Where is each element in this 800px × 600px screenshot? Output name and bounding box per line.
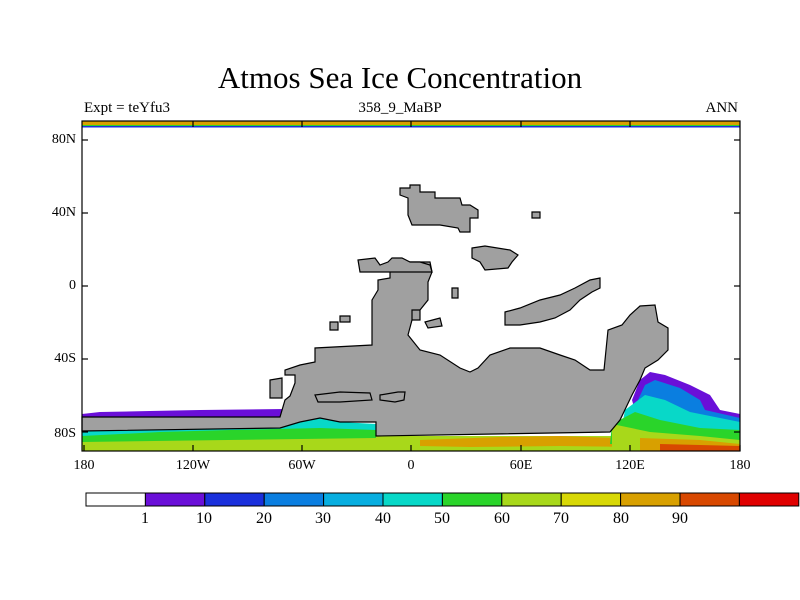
islet xyxy=(531,211,541,219)
islet xyxy=(424,317,443,329)
lon-tick-label: 120W xyxy=(175,458,211,473)
colorbar-swatch xyxy=(144,492,206,507)
colorbar-label: 70 xyxy=(553,510,569,527)
lon-tick-label: 60E xyxy=(509,458,533,473)
colorbar-swatch xyxy=(441,492,503,507)
colorbar-label: 90 xyxy=(672,510,688,527)
colorbar-swatch xyxy=(501,492,562,507)
lat-tick-label: 40N xyxy=(51,205,76,220)
colorbar-swatch xyxy=(323,492,384,507)
ice-zone-red-east xyxy=(660,444,740,451)
colorbar-label: 80 xyxy=(613,510,629,527)
period-label: 358_9_MaBP xyxy=(358,100,442,116)
colorbar-swatch xyxy=(620,492,681,507)
colorbar-label: 40 xyxy=(375,510,391,527)
island xyxy=(379,391,406,403)
colorbar xyxy=(85,492,800,507)
southern-continent xyxy=(81,261,669,437)
islet xyxy=(339,315,351,323)
eastern-strip xyxy=(471,245,519,271)
ice-zone-orange xyxy=(420,436,640,447)
lon-tick-label: 120E xyxy=(615,458,645,473)
colorbar-label: 20 xyxy=(256,510,272,527)
lon-tick-label: 0 xyxy=(407,458,415,473)
lat-tick-label: 80N xyxy=(51,132,76,147)
season-label: ANN xyxy=(705,100,739,116)
colorbar-swatch xyxy=(204,492,265,507)
diagonal-strip xyxy=(504,277,601,326)
land-masses xyxy=(81,184,669,437)
experiment-label: Expt = teYfu3 xyxy=(84,100,170,116)
lon-tick-label: 180 xyxy=(729,458,751,473)
islet xyxy=(411,309,421,321)
mid-landmass xyxy=(357,257,433,273)
colorbar-label: 60 xyxy=(494,510,510,527)
colorbar-label: 50 xyxy=(434,510,450,527)
colorbar-label: 1 xyxy=(141,510,149,527)
northern-landmass xyxy=(399,184,479,233)
map-title: Atmos Sea Ice Concentration xyxy=(217,60,583,95)
colorbar-swatch xyxy=(382,492,443,507)
colorbar-swatch xyxy=(560,492,622,507)
lat-tick-label: 0 xyxy=(69,278,76,293)
lat-tick-label: 40S xyxy=(54,351,76,366)
plot-frame xyxy=(81,120,741,452)
colorbar-label: 30 xyxy=(315,510,331,527)
islet xyxy=(329,321,339,331)
lon-tick-label: 60W xyxy=(288,458,316,473)
colorbar-swatch xyxy=(85,492,146,507)
islet xyxy=(451,287,459,299)
lat-tick-label: 80S xyxy=(54,426,76,441)
colorbar-swatch xyxy=(263,492,325,507)
colorbar-label: 10 xyxy=(196,510,212,527)
colorbar-swatch xyxy=(679,492,740,507)
colorbar-swatch xyxy=(738,492,800,507)
lon-tick-label: 180 xyxy=(73,458,95,473)
land-block xyxy=(314,391,373,403)
islet xyxy=(269,377,283,399)
